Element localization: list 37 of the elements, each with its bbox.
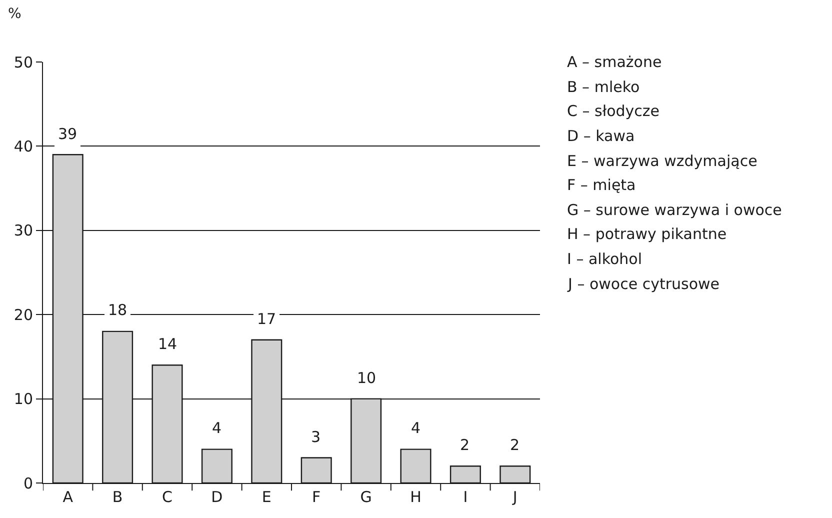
x-tick-label: E (262, 488, 272, 506)
data-label: 3 (311, 428, 321, 446)
y-tick-label: 40 (14, 137, 33, 156)
text: C – słodycze (567, 102, 660, 120)
y-tick-label: 30 (14, 222, 33, 240)
text: E – warzywa wzdymające (567, 152, 758, 170)
y-tick-label: 50 (14, 53, 33, 72)
text: G – surowe warzywa i owoce (567, 201, 782, 219)
y-tick-label: 20 (14, 306, 33, 324)
x-tick-label: G (360, 488, 372, 506)
x-tick-label: J (512, 488, 518, 506)
data-label: 4 (212, 419, 222, 437)
text: J – owoce cytrusowe (567, 275, 720, 293)
data-label: 4 (411, 419, 421, 437)
data-label: 2 (510, 436, 520, 454)
y-axis-title: % (8, 6, 22, 22)
data-label: 10 (357, 369, 376, 387)
text: I – alkohol (567, 250, 642, 268)
data-label: 18 (108, 301, 128, 319)
y-tick-label: 0 (23, 474, 33, 492)
data-label: 14 (158, 335, 178, 353)
text: F – mięta (567, 176, 636, 194)
x-tick-label: C (162, 488, 172, 506)
text: A – smażone (567, 53, 662, 71)
y-tick-label: 10 (14, 390, 33, 408)
data-label: 2 (460, 436, 470, 454)
data-label: 17 (257, 310, 276, 328)
text: B – mleko (567, 78, 640, 96)
x-tick-label: I (463, 488, 468, 506)
data-label: 39 (58, 125, 78, 143)
x-tick-label: H (410, 488, 422, 506)
x-tick-label: D (211, 488, 223, 506)
x-tick-label: F (312, 488, 321, 506)
x-tick-label: A (62, 488, 74, 506)
text: H – potrawy pikantne (567, 225, 727, 243)
x-tick-label: B (112, 488, 123, 506)
text: D – kawa (567, 127, 635, 145)
